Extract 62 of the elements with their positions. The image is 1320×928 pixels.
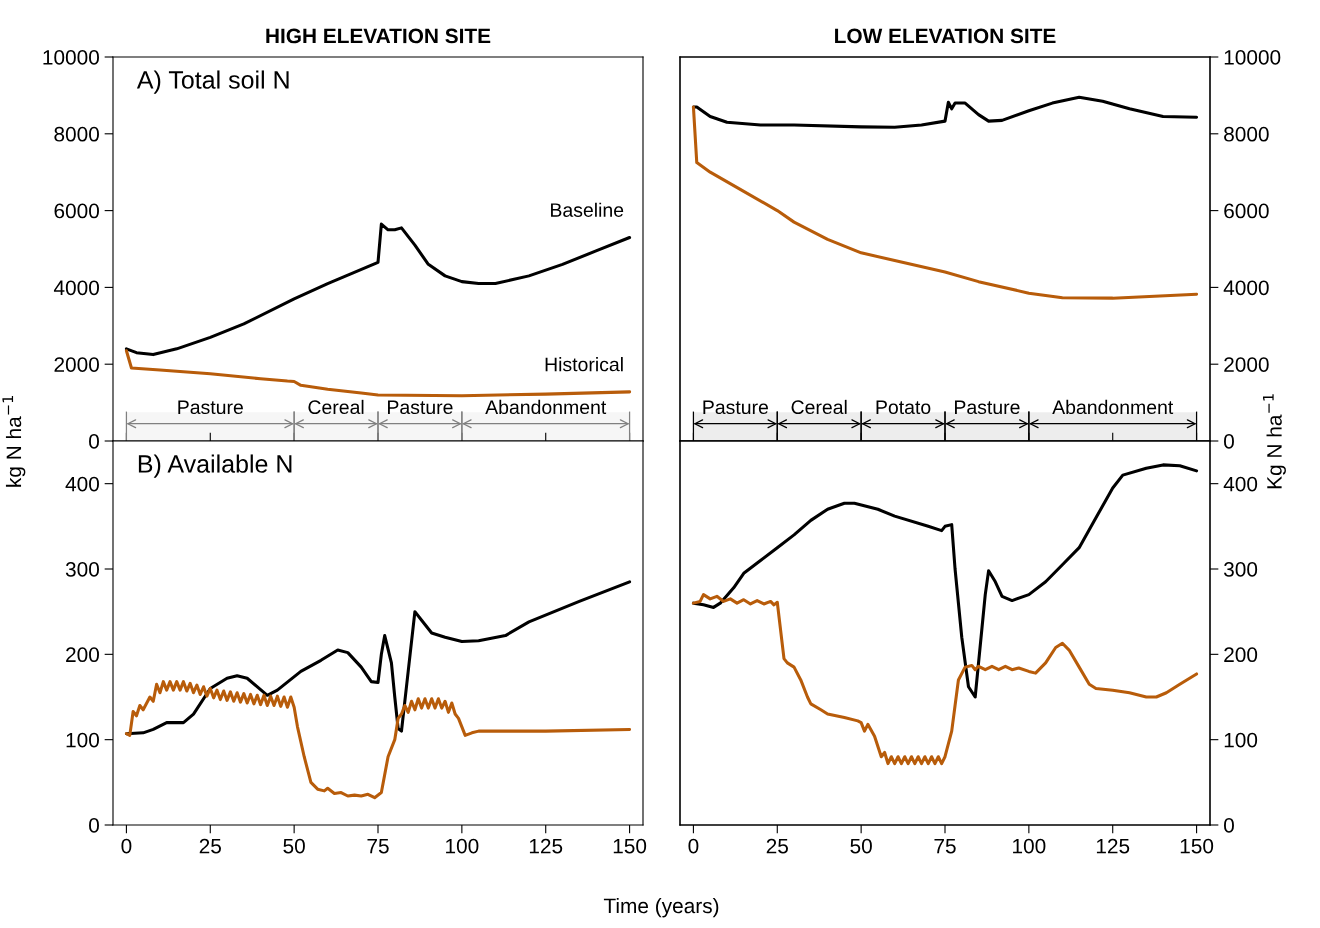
y2-tick-label: 400 [1223,476,1258,492]
y2-axis-title: Kg N ha$^{−1}$ [1263,394,1286,489]
x-tick-label: 50 [283,838,305,854]
y2-tick-label: 200 [1224,647,1258,663]
y2-tick-label: 100 [1224,732,1258,748]
y2-tick-label: 0 [1224,434,1234,449]
x-tick-label: 150 [1180,838,1214,854]
x-tick-label: 75 [367,838,389,854]
band-label: Pasture [703,400,768,415]
y-tick-label: 0 [89,818,99,833]
x-tick-label: 125 [1096,838,1130,854]
y-tick-label: 2000 [54,357,99,372]
chart-title: LOW ELEVATION SITE [835,28,1056,44]
y-tick-label: 4000 [53,280,99,296]
band-label: Cereal [791,399,847,415]
series-label: Baseline [551,202,624,217]
y2-tick-label: 10000 [1224,50,1281,65]
chart-title: HIGH ELEVATION SITE [266,28,491,44]
y-axis-title: kg N ha$^{−1}$ [2,395,26,487]
band-label: Abandonment [1052,399,1174,415]
line-series [691,105,1199,300]
y-tick-label: 10000 [43,50,99,65]
band-label: Cereal [308,399,364,415]
y2-tick-label: 2000 [1224,357,1269,372]
y2-tick-label: 0 [1224,818,1234,833]
x-tick-label: 75 [934,838,956,854]
x-tick-label: 0 [688,838,699,854]
y-tick-label: 8000 [54,126,99,142]
y-tick-label: 100 [66,732,99,748]
y-tick-label: 6000 [54,203,99,219]
x-axis-title: Time (years) [603,897,719,918]
x-tick-label: 0 [121,838,132,854]
line-series [124,349,632,398]
x-tick-label: 150 [613,838,647,854]
x-tick-label: 25 [199,838,221,854]
x-tick-label: 100 [446,838,479,854]
y2-tick-label: 8000 [1224,126,1269,142]
line-series [691,593,1199,766]
series-label: Historical [545,357,623,372]
x-tick-label: 50 [850,838,872,854]
annotation: B) Available N [138,454,292,478]
x-tick-label: 100 [1013,838,1046,854]
line-series [124,222,632,357]
y-tick-label: 0 [89,434,99,449]
band-label: Potato [876,400,931,415]
line-series [124,580,632,736]
x-tick-label: 25 [766,838,788,854]
y2-tick-label: 4000 [1223,280,1269,296]
y-tick-label: 300 [65,562,99,577]
band-label: Pasture [178,400,243,415]
band-label: Pasture [955,400,1020,415]
band-label: Abandonment [485,399,607,415]
line-series [124,680,632,800]
x-tick-label: 125 [529,838,563,854]
y2-tick-label: 300 [1223,562,1258,577]
annotation: A) Total soil N [136,70,289,94]
y-tick-label: 200 [66,647,99,663]
line-series [691,463,1199,699]
y2-tick-label: 6000 [1224,203,1269,219]
line-series [691,95,1199,129]
y-tick-label: 400 [65,476,99,492]
band-label: Pasture [388,400,453,415]
